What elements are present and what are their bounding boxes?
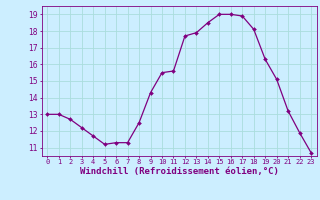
X-axis label: Windchill (Refroidissement éolien,°C): Windchill (Refroidissement éolien,°C) — [80, 167, 279, 176]
